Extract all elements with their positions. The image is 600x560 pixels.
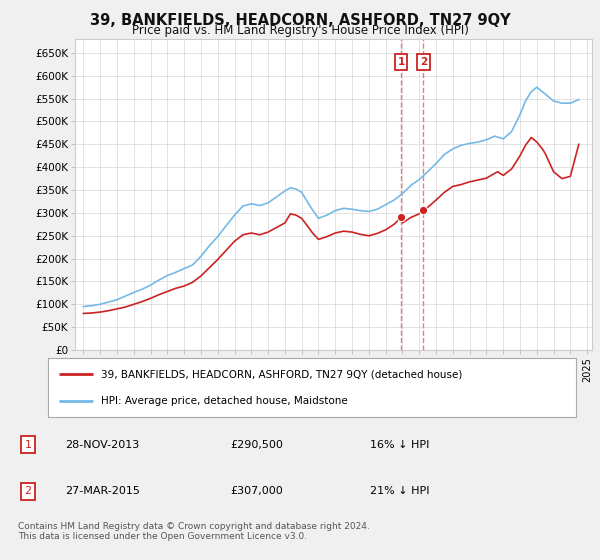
Text: 28-NOV-2013: 28-NOV-2013 [65, 440, 139, 450]
Text: 39, BANKFIELDS, HEADCORN, ASHFORD, TN27 9QY: 39, BANKFIELDS, HEADCORN, ASHFORD, TN27 … [89, 13, 511, 28]
Text: £290,500: £290,500 [230, 440, 283, 450]
Text: HPI: Average price, detached house, Maidstone: HPI: Average price, detached house, Maid… [101, 396, 347, 407]
Text: Price paid vs. HM Land Registry's House Price Index (HPI): Price paid vs. HM Land Registry's House … [131, 24, 469, 37]
Text: 21% ↓ HPI: 21% ↓ HPI [370, 486, 430, 496]
Text: 1: 1 [397, 57, 405, 67]
Text: 16% ↓ HPI: 16% ↓ HPI [370, 440, 430, 450]
Text: 1: 1 [25, 440, 32, 450]
Text: 27-MAR-2015: 27-MAR-2015 [65, 486, 140, 496]
Text: 2: 2 [25, 486, 32, 496]
Text: 39, BANKFIELDS, HEADCORN, ASHFORD, TN27 9QY (detached house): 39, BANKFIELDS, HEADCORN, ASHFORD, TN27 … [101, 369, 462, 379]
Text: £307,000: £307,000 [230, 486, 283, 496]
Text: 2: 2 [420, 57, 427, 67]
Text: Contains HM Land Registry data © Crown copyright and database right 2024.
This d: Contains HM Land Registry data © Crown c… [18, 522, 370, 542]
